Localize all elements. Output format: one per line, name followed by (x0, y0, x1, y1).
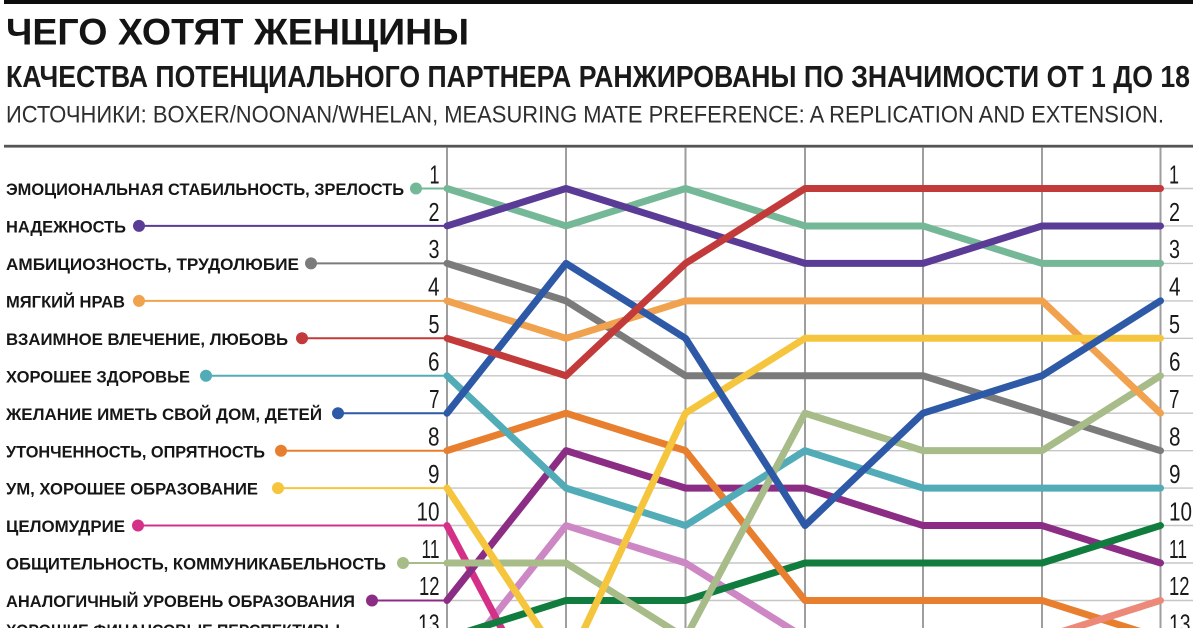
svg-text:4: 4 (428, 274, 440, 302)
svg-text:5: 5 (429, 311, 440, 339)
svg-text:11: 11 (422, 536, 440, 564)
svg-text:1: 1 (430, 161, 440, 189)
svg-text:4: 4 (1169, 274, 1181, 302)
svg-text:НАДЕЖНОСТЬ: НАДЕЖНОСТЬ (6, 219, 126, 237)
svg-text:АМБИЦИОЗНОСТЬ, ТРУДОЛЮБИЕ: АМБИЦИОЗНОСТЬ, ТРУДОЛЮБИЕ (6, 256, 299, 274)
svg-text:ЦЕЛОМУДРИЕ: ЦЕЛОМУДРИЕ (6, 518, 125, 536)
svg-text:3: 3 (1169, 236, 1180, 264)
svg-text:ХОРОШИЕ ФИНАНСОВЫЕ ПЕРСПЕКТИВЫ: ХОРОШИЕ ФИНАНСОВЫЕ ПЕРСПЕКТИВЫ (6, 622, 340, 628)
svg-text:10: 10 (1169, 498, 1192, 526)
svg-text:АНАЛОГИЧНЫЙ УРОВЕНЬ ОБРАЗОВАНИ: АНАЛОГИЧНЫЙ УРОВЕНЬ ОБРАЗОВАНИЯ (6, 592, 355, 611)
svg-text:11: 11 (1169, 536, 1187, 564)
svg-text:2: 2 (1169, 199, 1180, 227)
svg-text:8: 8 (1169, 424, 1181, 452)
svg-text:6: 6 (1169, 349, 1181, 377)
svg-text:13: 13 (1169, 611, 1191, 628)
svg-text:ЧЕГО ХОТЯТ ЖЕНЩИНЫ: ЧЕГО ХОТЯТ ЖЕНЩИНЫ (6, 11, 469, 53)
svg-text:ИСТОЧНИКИ: BOXER/NOONAN/WHELAN: ИСТОЧНИКИ: BOXER/NOONAN/WHELAN, MEASURIN… (6, 102, 1164, 129)
svg-text:13: 13 (418, 611, 440, 628)
svg-text:ЖЕЛАНИЕ ИМЕТЬ СВОЙ ДОМ, ДЕТЕЙ: ЖЕЛАНИЕ ИМЕТЬ СВОЙ ДОМ, ДЕТЕЙ (5, 405, 322, 424)
svg-text:7: 7 (1169, 386, 1180, 414)
svg-text:КАЧЕСТВА ПОТЕНЦИАЛЬНОГО ПАРТНЕ: КАЧЕСТВА ПОТЕНЦИАЛЬНОГО ПАРТНЕРА РАНЖИРО… (6, 59, 1190, 94)
svg-text:ЭМОЦИОНАЛЬНАЯ СТАБИЛЬНОСТЬ, ЗР: ЭМОЦИОНАЛЬНАЯ СТАБИЛЬНОСТЬ, ЗРЕЛОСТЬ (6, 181, 404, 199)
svg-text:12: 12 (419, 573, 440, 601)
svg-text:МЯГКИЙ НРАВ: МЯГКИЙ НРАВ (6, 293, 125, 312)
svg-text:1: 1 (1169, 161, 1179, 189)
svg-text:2: 2 (429, 199, 440, 227)
svg-text:ВЗАИМНОЕ ВЛЕЧЕНИЕ, ЛЮБОВЬ: ВЗАИМНОЕ ВЛЕЧЕНИЕ, ЛЮБОВЬ (6, 331, 288, 349)
svg-text:8: 8 (428, 424, 440, 452)
svg-text:ХОРОШЕЕ ЗДОРОВЬЕ: ХОРОШЕЕ ЗДОРОВЬЕ (6, 368, 190, 386)
svg-text:ОБЩИТЕЛЬНОСТЬ, КОММУНИКАБЕЛЬНО: ОБЩИТЕЛЬНОСТЬ, КОММУНИКАБЕЛЬНОСТЬ (6, 556, 386, 574)
svg-text:12: 12 (1169, 573, 1190, 601)
svg-text:7: 7 (429, 386, 440, 414)
svg-text:УМ, ХОРОШЕЕ ОБРАЗОВАНИЕ: УМ, ХОРОШЕЕ ОБРАЗОВАНИЕ (6, 481, 258, 499)
svg-text:9: 9 (428, 461, 440, 489)
svg-text:6: 6 (428, 349, 440, 377)
svg-text:5: 5 (1169, 311, 1180, 339)
svg-text:9: 9 (1169, 461, 1181, 489)
svg-text:10: 10 (417, 498, 440, 526)
svg-text:3: 3 (429, 236, 440, 264)
svg-text:УТОНЧЕННОСТЬ, ОПРЯТНОСТЬ: УТОНЧЕННОСТЬ, ОПРЯТНОСТЬ (6, 443, 265, 461)
